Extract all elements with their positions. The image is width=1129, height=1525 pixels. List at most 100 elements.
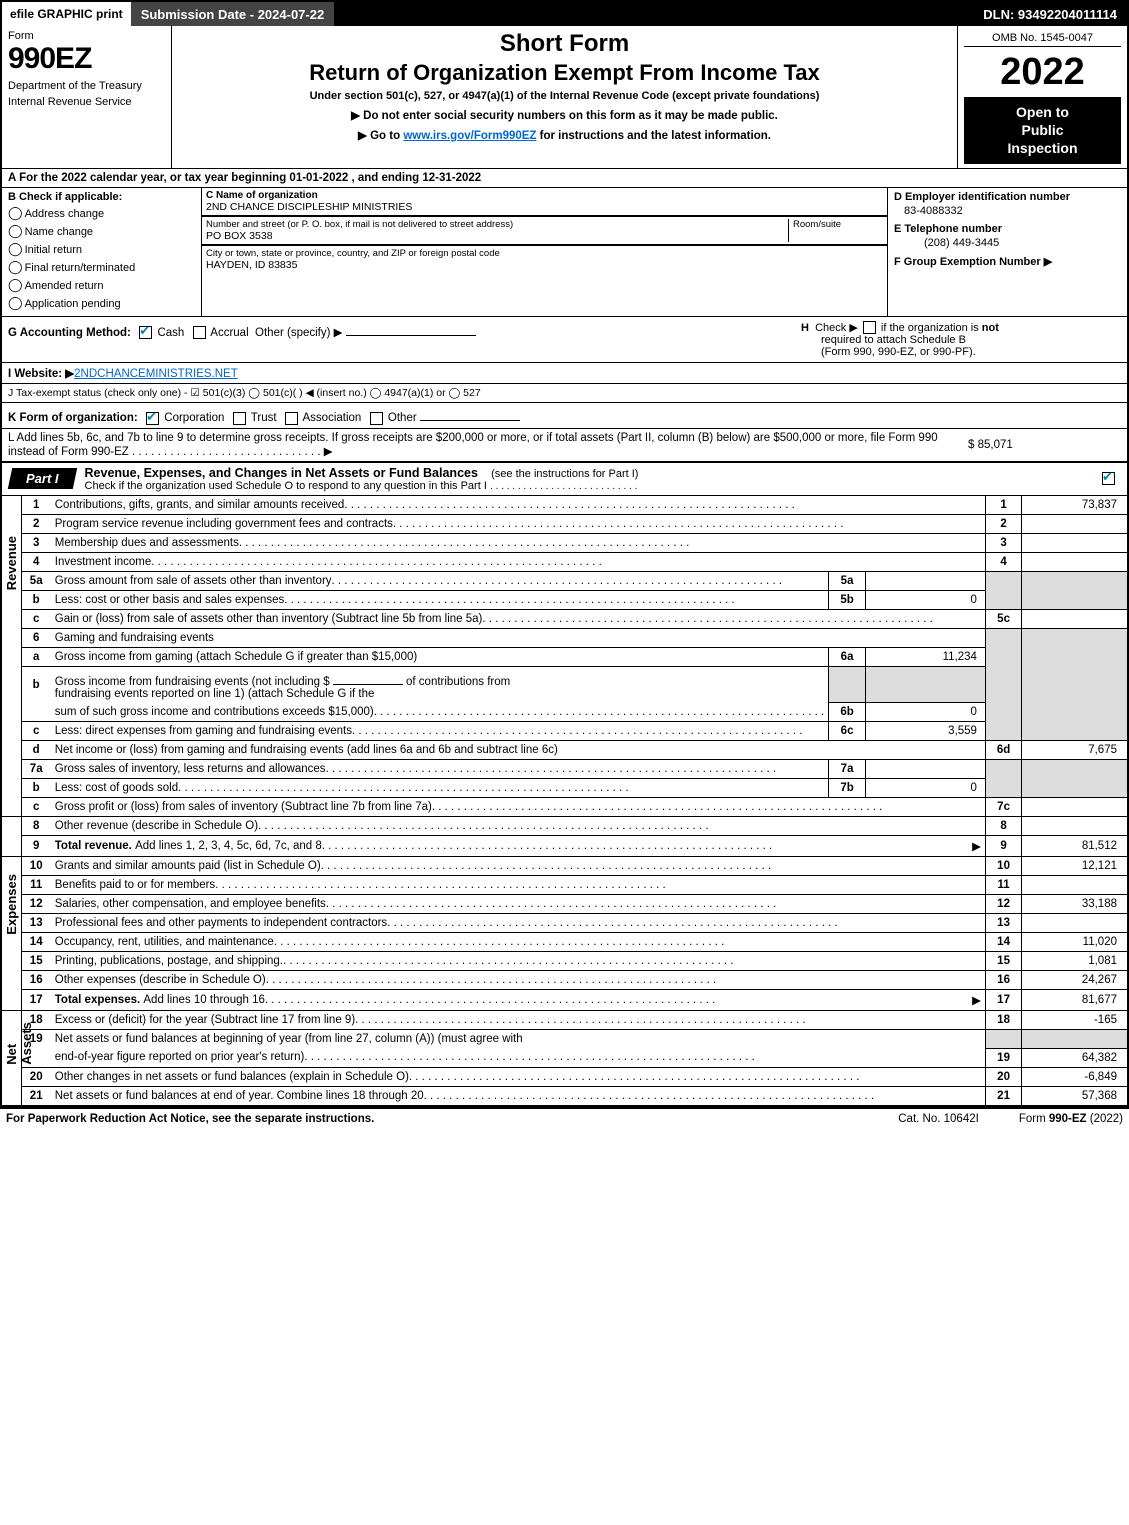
line-7a: 7a Gross sales of inventory, less return… xyxy=(2,760,1127,779)
org-address: PO BOX 3538 xyxy=(206,230,784,242)
line-19-2: end-of-year figure reported on prior yea… xyxy=(2,1048,1127,1067)
line-13: 13Professional fees and other payments t… xyxy=(2,914,1127,933)
line-20: 20Other changes in net assets or fund ba… xyxy=(2,1067,1127,1086)
val-19: 64,382 xyxy=(1022,1048,1127,1067)
line-5a: 5a Gross amount from sale of assets othe… xyxy=(2,571,1127,590)
expenses-label: Expenses xyxy=(4,874,19,935)
line-6b-1: b Gross income from fundraising events (… xyxy=(2,666,1127,703)
row-j-tax-exempt: J Tax-exempt status (check only one) - ☑… xyxy=(2,384,1127,403)
open-public-box: Open to Public Inspection xyxy=(964,97,1121,164)
chk-trust[interactable] xyxy=(233,412,246,425)
chk-application-pending[interactable]: ◯Application pending xyxy=(8,295,195,311)
chk-schedule-b[interactable] xyxy=(863,321,876,334)
line-7c: c Gross profit or (loss) from sales of i… xyxy=(2,798,1127,817)
val-21: 57,368 xyxy=(1022,1086,1127,1105)
val-16: 24,267 xyxy=(1022,971,1127,990)
chk-cash[interactable] xyxy=(139,326,152,339)
form-word: Form xyxy=(8,30,165,42)
line-6c: c Less: direct expenses from gaming and … xyxy=(2,722,1127,741)
room-suite-label: Room/suite xyxy=(789,219,883,242)
line-9: 9 Total revenue. Add lines 1, 2, 3, 4, 5… xyxy=(2,836,1127,857)
val-9: 81,512 xyxy=(1022,836,1127,857)
row-k-form-org: K Form of organization: Corporation Trus… xyxy=(2,403,1127,428)
chk-schedule-o[interactable] xyxy=(1102,472,1115,485)
row-g-h: G Accounting Method: Cash Accrual Other … xyxy=(2,317,1127,364)
line-16: 16Other expenses (describe in Schedule O… xyxy=(2,971,1127,990)
line-4: 4 Investment income 4 xyxy=(2,552,1127,571)
gross-receipts-value: $ 85,071 xyxy=(968,439,1013,451)
val-17: 81,677 xyxy=(1022,990,1127,1011)
line-7b: b Less: cost of goods sold 7b0 xyxy=(2,779,1127,798)
row-i-website: I Website: ▶2NDCHANCEMINISTRIES.NET xyxy=(2,363,1127,384)
submission-date: Submission Date - 2024-07-22 xyxy=(131,2,335,26)
line-14: 14Occupancy, rent, utilities, and mainte… xyxy=(2,933,1127,952)
val-20: -6,849 xyxy=(1022,1067,1127,1086)
page-footer: For Paperwork Reduction Act Notice, see … xyxy=(0,1108,1129,1129)
chk-amended-return[interactable]: ◯Amended return xyxy=(8,277,195,293)
other-specify-input[interactable] xyxy=(346,321,476,336)
line-6a: a Gross income from gaming (attach Sched… xyxy=(2,647,1127,666)
row-a-calendar-year: A For the 2022 calendar year, or tax yea… xyxy=(2,169,1127,188)
form-header: Form 990EZ Department of the Treasury In… xyxy=(2,26,1127,169)
header-goto: Go to www.irs.gov/Form990EZ for instruct… xyxy=(178,128,951,142)
chk-association[interactable] xyxy=(285,412,298,425)
header-subtitle: Under section 501(c), 527, or 4947(a)(1)… xyxy=(178,90,951,102)
chk-address-change[interactable]: ◯Address change xyxy=(8,205,195,221)
omb-number: OMB No. 1545-0047 xyxy=(964,30,1121,47)
group-exemption: F Group Exemption Number ▶ xyxy=(894,255,1121,268)
chk-corporation[interactable] xyxy=(146,412,159,425)
line-1: Revenue 1 Contributions, gifts, grants, … xyxy=(2,496,1127,515)
chk-initial-return[interactable]: ◯Initial return xyxy=(8,241,195,257)
chk-accrual[interactable] xyxy=(193,326,206,339)
catalog-number: Cat. No. 10642I xyxy=(898,1113,979,1125)
chk-name-change[interactable]: ◯Name change xyxy=(8,223,195,239)
line-19-1: 19 Net assets or fund balances at beginn… xyxy=(2,1030,1127,1049)
line-12: 12Salaries, other compensation, and empl… xyxy=(2,895,1127,914)
chk-final-return[interactable]: ◯Final return/terminated xyxy=(8,259,195,275)
line-5b: b Less: cost or other basis and sales ex… xyxy=(2,590,1127,609)
dept-irs: Internal Revenue Service xyxy=(8,96,165,108)
chk-other-org[interactable] xyxy=(370,412,383,425)
line-15: 15Printing, publications, postage, and s… xyxy=(2,952,1127,971)
line-6d: d Net income or (loss) from gaming and f… xyxy=(2,741,1127,760)
line-10: Expenses 10 Grants and similar amounts p… xyxy=(2,857,1127,876)
irs-link[interactable]: www.irs.gov/Form990EZ xyxy=(403,130,536,142)
line-8: 8 Other revenue (describe in Schedule O)… xyxy=(2,817,1127,836)
short-form-title: Short Form xyxy=(178,30,951,58)
net-assets-label: Net Assets xyxy=(4,1018,34,1065)
section-c: C Name of organization 2ND CHANCE DISCIP… xyxy=(202,188,887,316)
header-warning: Do not enter social security numbers on … xyxy=(178,108,951,122)
section-b: B Check if applicable: ◯Address change ◯… xyxy=(2,188,202,316)
form-990ez: efile GRAPHIC print Submission Date - 20… xyxy=(0,0,1129,1108)
line-3: 3 Membership dues and assessments 3 xyxy=(2,533,1127,552)
val-18: -165 xyxy=(1022,1011,1127,1030)
phone: (208) 449-3445 xyxy=(924,237,1121,249)
tax-year: 2022 xyxy=(964,47,1121,97)
dln-number: DLN: 93492204011114 xyxy=(973,2,1127,26)
org-name: 2ND CHANCE DISCIPLESHIP MINISTRIES xyxy=(206,201,883,213)
line-2: 2 Program service revenue including gove… xyxy=(2,514,1127,533)
val-6d: 7,675 xyxy=(1022,741,1127,760)
part-i-table: Revenue 1 Contributions, gifts, grants, … xyxy=(2,496,1127,1106)
row-l-gross-receipts: L Add lines 5b, 6c, and 7b to line 9 to … xyxy=(2,429,1127,462)
line-5c: c Gain or (loss) from sale of assets oth… xyxy=(2,609,1127,628)
line-11: 11Benefits paid to or for members11 xyxy=(2,876,1127,895)
revenue-label: Revenue xyxy=(4,536,19,590)
org-city: HAYDEN, ID 83835 xyxy=(206,259,883,271)
val-14: 11,020 xyxy=(1022,933,1127,952)
line-6: 6 Gaming and fundraising events xyxy=(2,628,1127,647)
form-ref: Form 990-EZ (2022) xyxy=(1019,1113,1123,1125)
part-i-header: Part I Revenue, Expenses, and Changes in… xyxy=(2,462,1127,496)
val-10: 12,121 xyxy=(1022,857,1127,876)
website-link[interactable]: 2NDCHANCEMINISTRIES.NET xyxy=(74,368,238,380)
val-15: 1,081 xyxy=(1022,952,1127,971)
paperwork-notice: For Paperwork Reduction Act Notice, see … xyxy=(6,1113,898,1125)
top-bar: efile GRAPHIC print Submission Date - 20… xyxy=(2,2,1127,26)
dept-treasury: Department of the Treasury xyxy=(8,80,165,92)
efile-print-button[interactable]: efile GRAPHIC print xyxy=(2,2,131,26)
val-12: 33,188 xyxy=(1022,895,1127,914)
return-title: Return of Organization Exempt From Incom… xyxy=(178,60,951,86)
section-b-c-d: B Check if applicable: ◯Address change ◯… xyxy=(2,188,1127,317)
form-number: 990EZ xyxy=(8,42,165,76)
line-17: 17 Total expenses. Add lines 10 through … xyxy=(2,990,1127,1011)
